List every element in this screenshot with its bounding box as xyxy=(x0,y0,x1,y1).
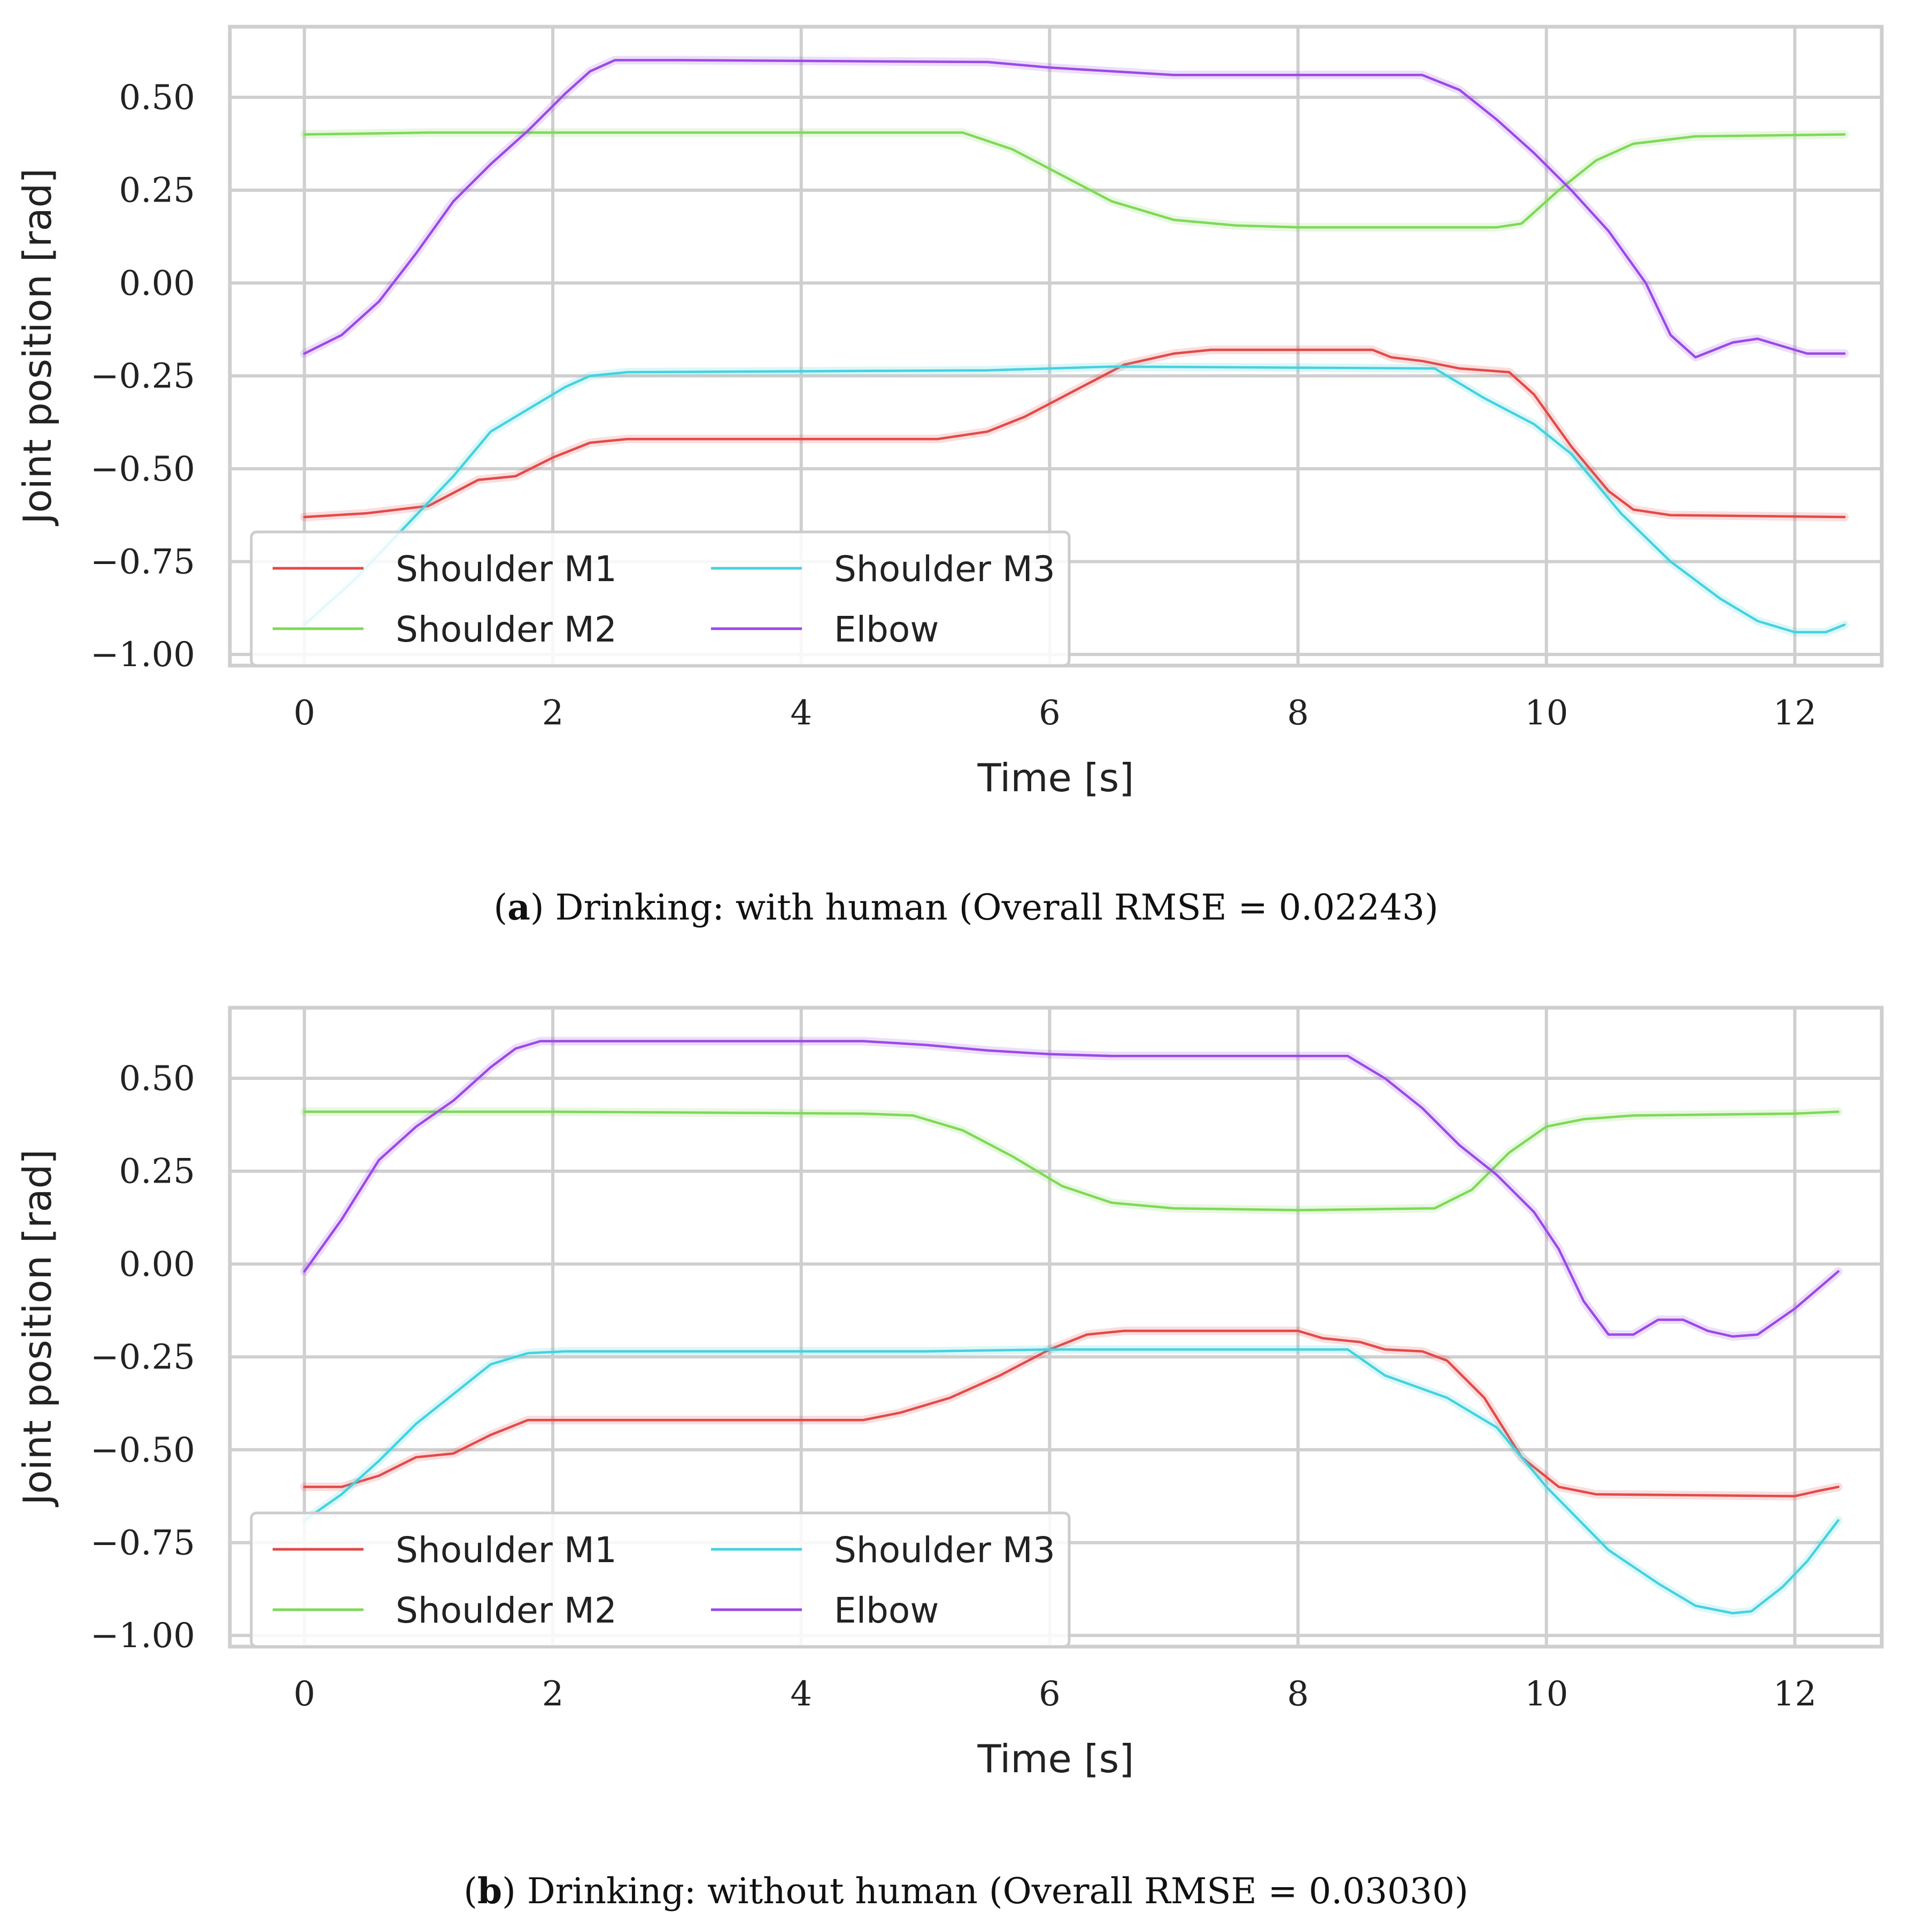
x-tick-label: 6 xyxy=(1039,1674,1061,1714)
series-line-shoulder-m2 xyxy=(303,131,1846,229)
legend-label: Shoulder M3 xyxy=(834,1530,1055,1571)
x-tick-label: 2 xyxy=(542,1674,564,1714)
legend-label: Shoulder M3 xyxy=(834,549,1055,590)
series-line-shoulder-m2 xyxy=(303,1110,1840,1211)
series-line-elbow xyxy=(303,59,1846,359)
y-tick-label: −1.00 xyxy=(90,1616,195,1656)
panel-b: 0 2 4 6 8 10 12 0.50 0.25 0.00 −0.25 −0.50 −0.75 −1.0… xyxy=(15,1006,1884,1912)
x-tick-label: 8 xyxy=(1287,693,1309,733)
y-tick-label: −1.00 xyxy=(90,635,195,675)
x-axis-label: Time [s] xyxy=(977,1736,1134,1781)
series-line-elbow xyxy=(303,1040,1840,1338)
legend-label: Shoulder M2 xyxy=(396,1590,617,1631)
x-tick-label: 8 xyxy=(1287,1674,1309,1714)
figure-caption: (a) Drinking: with human (Overall RMSE =… xyxy=(493,886,1438,928)
y-tick-label: −0.25 xyxy=(90,357,195,396)
panel-a: 0 2 4 6 8 10 12 0.50 0.25 0.00 −0.25 −0.50 −0.75 −1.0… xyxy=(15,25,1884,928)
series-line-shoulder-m3 xyxy=(303,1348,1840,1615)
legend-label: Shoulder M1 xyxy=(396,549,617,590)
x-tick-label: 4 xyxy=(790,1674,812,1714)
y-axis-label: Joint position [rad] xyxy=(15,168,60,527)
x-tick-label: 0 xyxy=(293,1674,315,1714)
caption-text: Drinking: without human (Overall RMSE = … xyxy=(527,1871,1469,1912)
y-tick-label: −0.50 xyxy=(90,450,195,489)
caption-letter: a xyxy=(507,886,530,928)
legend-label: Elbow xyxy=(834,1590,939,1631)
x-tick-label: 0 xyxy=(293,693,315,733)
x-tick-label: 12 xyxy=(1773,1674,1817,1714)
x-tick-label: 6 xyxy=(1039,693,1061,733)
legend-label: Shoulder M1 xyxy=(396,1530,617,1571)
legend-label: Elbow xyxy=(834,609,939,650)
y-tick-label: −0.75 xyxy=(90,542,195,582)
x-tick-label: 10 xyxy=(1525,1674,1568,1714)
x-tick-label: 12 xyxy=(1773,693,1817,733)
x-tick-label: 2 xyxy=(542,693,564,733)
legend-label: Shoulder M2 xyxy=(396,609,617,650)
x-axis-label: Time [s] xyxy=(977,755,1134,800)
y-tick-label: −0.50 xyxy=(90,1431,195,1470)
caption-letter: b xyxy=(477,1870,502,1912)
y-tick-label: −0.25 xyxy=(90,1338,195,1377)
legend xyxy=(250,1511,1071,1648)
series-line-shoulder-m1 xyxy=(303,349,1846,519)
legend xyxy=(250,530,1071,667)
series-line-shoulder-m3 xyxy=(303,365,1846,634)
y-tick-label: 0.50 xyxy=(119,1059,196,1099)
series-line-shoulder-m1 xyxy=(303,1330,1840,1497)
y-tick-label: 0.25 xyxy=(119,1152,196,1192)
y-axis-label: Joint position [rad] xyxy=(15,1149,60,1508)
x-tick-label: 10 xyxy=(1525,693,1568,733)
y-tick-label: 0.00 xyxy=(119,264,196,303)
y-tick-label: −0.75 xyxy=(90,1523,195,1563)
x-tick-label: 4 xyxy=(790,693,812,733)
caption-text: Drinking: with human (Overall RMSE = 0.0… xyxy=(555,887,1439,928)
y-tick-label: 0.00 xyxy=(119,1245,196,1284)
y-tick-label: 0.50 xyxy=(119,78,196,118)
figure-caption: (b) Drinking: without human (Overall RMS… xyxy=(463,1870,1469,1912)
y-tick-label: 0.25 xyxy=(119,171,196,211)
